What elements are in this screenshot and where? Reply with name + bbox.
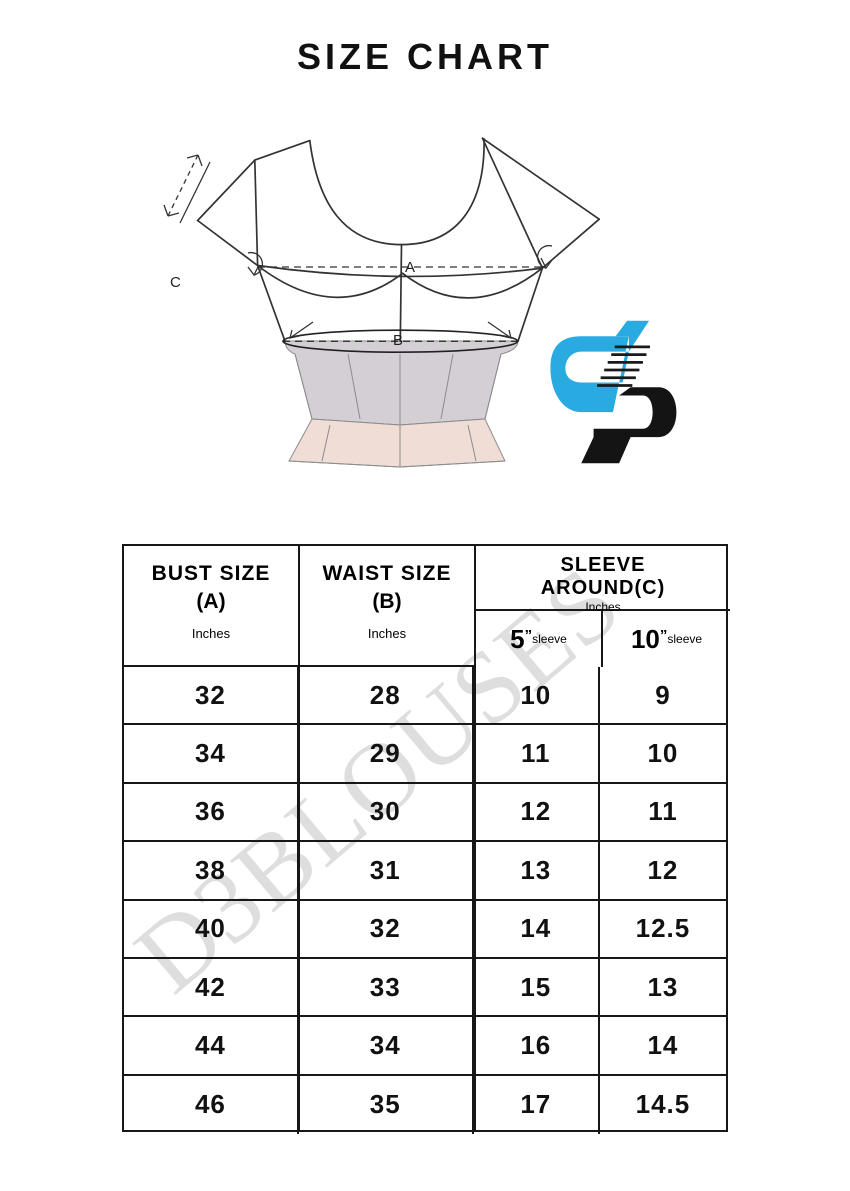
- svg-text:C: C: [170, 274, 181, 291]
- svg-text:A: A: [405, 259, 415, 276]
- svg-text:B: B: [393, 332, 403, 349]
